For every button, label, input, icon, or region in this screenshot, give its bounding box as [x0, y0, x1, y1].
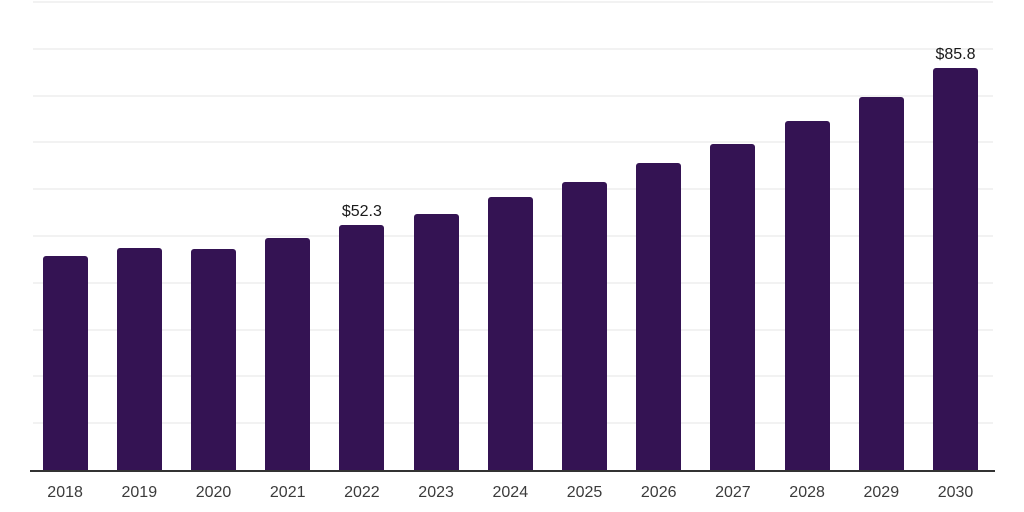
x-tick-2020: 2020 — [195, 484, 232, 501]
x-tick-2023: 2023 — [418, 484, 454, 501]
bar-2025[interactable] — [562, 181, 607, 470]
x-tick-2030: 2030 — [937, 484, 974, 501]
x-tick-2019: 2019 — [121, 484, 158, 501]
x-axis-line — [30, 470, 995, 472]
bar-2027[interactable] — [710, 144, 756, 470]
gridline-y70 — [33, 141, 993, 144]
bar-2021[interactable] — [265, 237, 311, 470]
bar-2028[interactable] — [784, 121, 830, 470]
bar-2020[interactable] — [191, 249, 236, 470]
x-tick-2029: 2029 — [863, 484, 900, 501]
x-tick-2026: 2026 — [640, 484, 677, 501]
bar-value-label-2030: $85.8 — [935, 46, 976, 64]
bar-2030[interactable] — [933, 68, 978, 470]
bar-2024[interactable] — [487, 196, 533, 470]
x-tick-2021: 2021 — [269, 484, 306, 501]
bar-2018[interactable] — [42, 255, 88, 470]
x-tick-2018: 2018 — [47, 484, 83, 501]
x-tick-2028: 2028 — [789, 484, 825, 501]
bar-value-label-2022: $52.3 — [341, 203, 382, 221]
x-tick-2024: 2024 — [492, 484, 529, 501]
bar-2026[interactable] — [636, 162, 682, 470]
gridline-y60 — [33, 188, 993, 191]
gridline-y100 — [33, 1, 993, 3]
bar-2019[interactable] — [116, 248, 162, 470]
x-tick-2027: 2027 — [715, 484, 751, 501]
x-tick-2022: 2022 — [344, 484, 380, 501]
bar-2023[interactable] — [413, 213, 459, 470]
x-tick-2025: 2025 — [566, 484, 603, 501]
bar-2029[interactable] — [858, 97, 904, 470]
bar-2022[interactable] — [339, 225, 385, 470]
gridline-y80 — [33, 94, 993, 97]
gridline-y90 — [33, 47, 993, 50]
